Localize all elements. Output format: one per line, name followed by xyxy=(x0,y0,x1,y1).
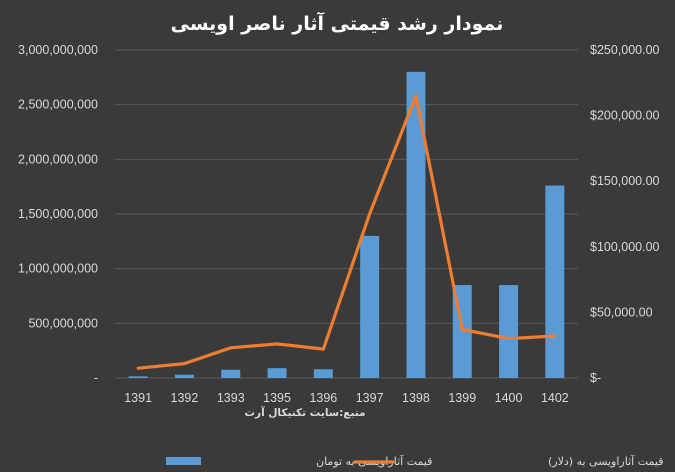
bar xyxy=(545,185,565,378)
gridlines xyxy=(115,49,578,379)
y-right-tick-label: $50,000.00 xyxy=(590,305,653,319)
y-left-tick-label: - xyxy=(94,371,98,385)
x-tick-label: 1398 xyxy=(402,391,430,405)
y-left-tick-label: 500,000,000 xyxy=(28,316,98,330)
bar xyxy=(267,368,287,378)
x-axis-ticks: 1391 1392 1393 1395 1396 1397 1398 1399 1400 1402 xyxy=(124,391,569,405)
y-right-tick-label: $250,000.00 xyxy=(590,43,660,57)
x-tick-label: 1391 xyxy=(124,391,152,405)
bar xyxy=(313,369,333,378)
bar xyxy=(221,369,241,378)
x-tick-label: 1397 xyxy=(356,391,384,405)
bar xyxy=(128,376,148,378)
line-series xyxy=(136,94,557,370)
y-right-tick-label: $200,000.00 xyxy=(590,109,660,123)
x-tick-label: 1396 xyxy=(309,391,337,405)
left-axis-ticks: - 500,000,000 1,000,000,000 1,500,000,000 2,… xyxy=(18,43,98,385)
x-tick-label: 1392 xyxy=(171,391,199,405)
x-tick-label: 1400 xyxy=(495,391,523,405)
bar xyxy=(406,71,426,378)
y-right-tick-label: $100,000.00 xyxy=(590,240,660,254)
bar xyxy=(499,285,519,378)
x-tick-label: 1399 xyxy=(448,391,476,405)
legend-label: قیمت آثاراویسی به (دلار) xyxy=(548,454,663,468)
source-note: منبع:سایت تکنیکال آرت xyxy=(244,406,365,419)
y-left-tick-label: 2,500,000,000 xyxy=(18,98,98,112)
y-right-tick-label: $- xyxy=(590,371,601,385)
y-right-tick-label: $150,000.00 xyxy=(590,174,660,188)
series-line xyxy=(136,94,557,370)
y-left-tick-label: 1,000,000,000 xyxy=(18,262,98,276)
y-left-tick-label: 1,500,000,000 xyxy=(18,207,98,221)
bar-series xyxy=(128,71,565,378)
chart-title: نمودار رشد قیمتی آثار ناصر اویسی xyxy=(171,11,504,35)
x-tick-label: 1395 xyxy=(263,391,291,405)
right-axis-ticks: $- $50,000.00 $100,000.00 $150,000.00 $200,0… xyxy=(590,43,660,385)
x-tick-label: 1402 xyxy=(541,391,569,405)
legend-swatch-bar xyxy=(166,457,201,465)
y-left-tick-label: 2,000,000,000 xyxy=(18,152,98,166)
bar xyxy=(174,374,194,378)
y-left-tick-label: 3,000,000,000 xyxy=(18,43,98,57)
bar xyxy=(360,235,380,378)
x-tick-label: 1393 xyxy=(217,391,245,405)
